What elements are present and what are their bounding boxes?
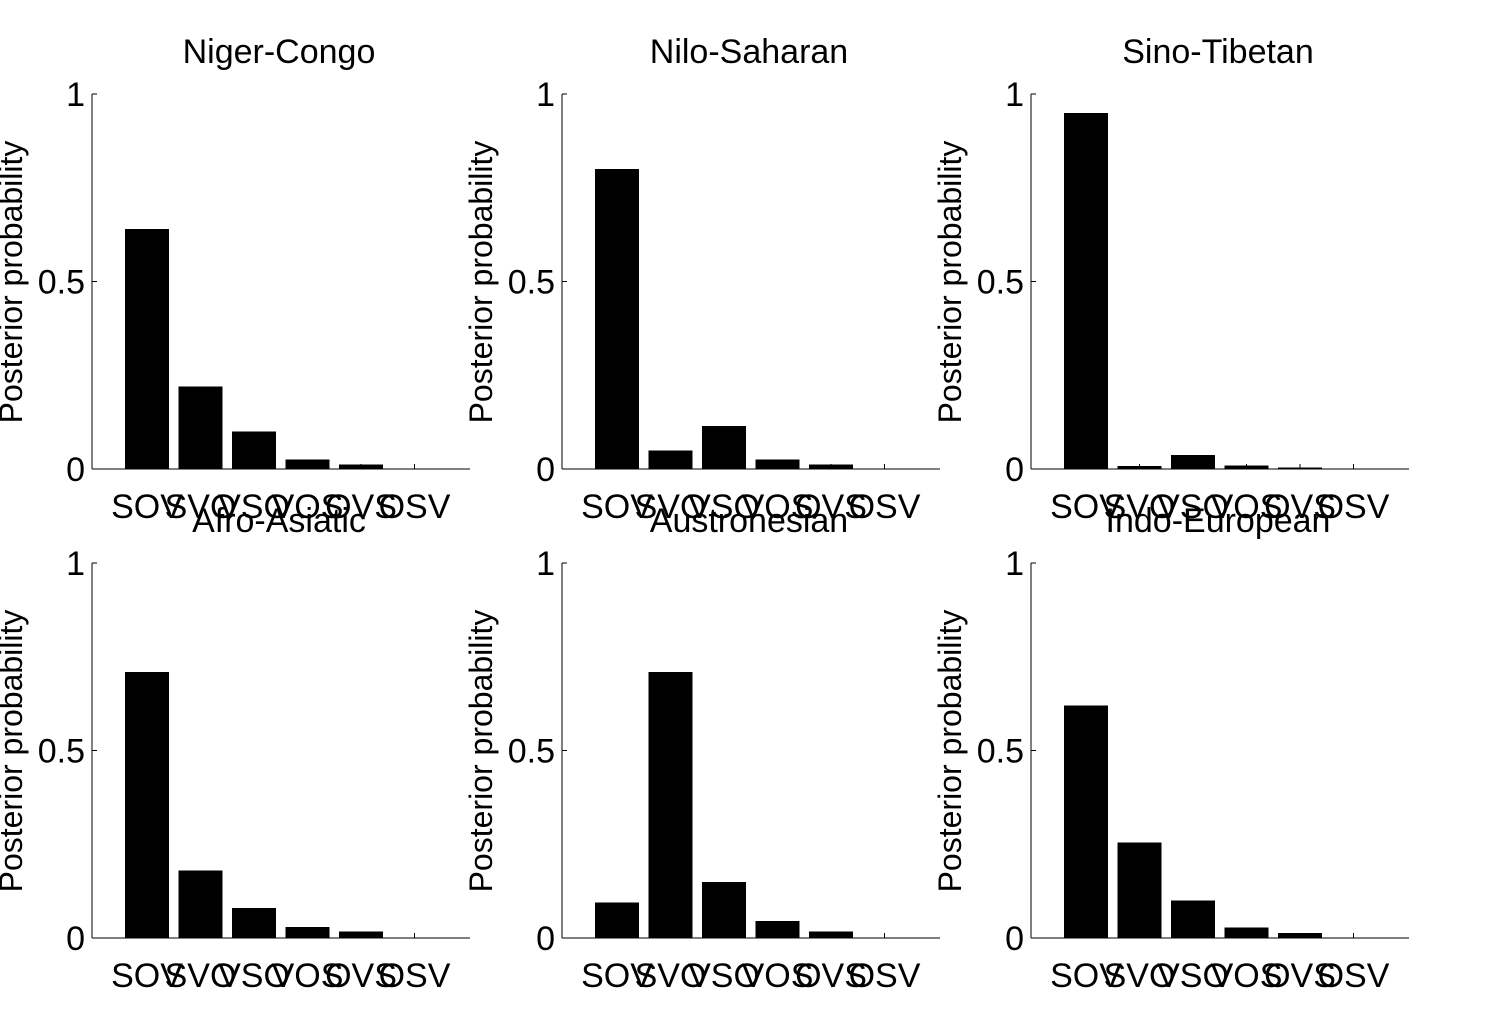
chart-title: Indo-European: [1106, 502, 1331, 540]
x-tick-label: VOS: [1211, 957, 1283, 995]
x-tick-label: SOV: [1050, 488, 1122, 526]
y-tick-label: 1: [536, 545, 555, 583]
bar-vso: [1171, 454, 1215, 469]
x-tick-label: VSO: [688, 957, 760, 995]
x-tick-label: SOV: [581, 488, 653, 526]
bar-sov: [1064, 112, 1108, 469]
x-tick-label: OSV: [1318, 488, 1390, 526]
x-tick-label: VSO: [218, 488, 290, 526]
x-tick-label: SVO: [165, 957, 237, 995]
chart-title: Austronesian: [650, 502, 848, 540]
bar-sov: [595, 902, 639, 938]
x-tick-label: OSV: [379, 957, 451, 995]
x-tick-label: SOV: [581, 957, 653, 995]
y-axis-label: Posterior probability: [463, 141, 499, 424]
chart-title: Afro-Asiatic: [192, 502, 366, 540]
y-tick-label: 0: [536, 451, 555, 489]
y-tick-label: 1: [66, 76, 85, 114]
x-tick-label: SVO: [1104, 957, 1176, 995]
bar-vos: [755, 921, 800, 938]
x-tick-label: VOS: [272, 488, 344, 526]
x-tick-label: VOS: [272, 957, 344, 995]
bar-svo: [1117, 842, 1162, 938]
x-tick-label: VSO: [1157, 488, 1229, 526]
y-tick-label: 0.5: [38, 264, 85, 302]
x-tick-label: OVS: [795, 488, 867, 526]
y-tick-label: 0: [1005, 920, 1024, 958]
x-tick-label: SOV: [1050, 957, 1122, 995]
x-tick-label: SVO: [165, 488, 237, 526]
bar-vso: [1171, 900, 1215, 938]
x-tick-label: SVO: [1104, 488, 1176, 526]
y-tick-label: 1: [1005, 76, 1024, 114]
bar-svo: [178, 870, 223, 938]
x-tick-label: SVO: [635, 488, 707, 526]
x-tick-label: OVS: [795, 957, 867, 995]
y-tick-label: 0: [536, 920, 555, 958]
x-tick-label: OSV: [379, 488, 451, 526]
y-tick-label: 0: [66, 451, 85, 489]
x-tick-label: OSV: [849, 488, 921, 526]
y-axis-label: Posterior probability: [0, 610, 29, 893]
x-tick-label: SVO: [635, 957, 707, 995]
bar-sov: [1064, 705, 1108, 938]
bar-vso: [702, 425, 746, 469]
chart-title: Niger-Congo: [183, 33, 376, 71]
x-tick-label: VOS: [742, 488, 814, 526]
y-tick-label: 1: [66, 545, 85, 583]
y-axis-label: Posterior probability: [0, 141, 29, 424]
x-tick-label: SOV: [111, 488, 183, 526]
chart-title: Sino-Tibetan: [1122, 33, 1314, 71]
bar-svo: [648, 450, 693, 469]
y-tick-label: 0.5: [508, 264, 555, 302]
y-axis-label: Posterior probability: [463, 610, 499, 893]
y-tick-label: 1: [536, 76, 555, 114]
x-tick-label: OVS: [1264, 488, 1336, 526]
x-tick-label: VSO: [1157, 957, 1229, 995]
y-tick-label: 0.5: [38, 733, 85, 771]
bar-vso: [702, 881, 746, 938]
bar-vos: [285, 926, 330, 938]
y-tick-label: 0.5: [977, 733, 1024, 771]
x-tick-label: VSO: [688, 488, 760, 526]
bar-vso: [232, 431, 276, 469]
bar-svo: [648, 671, 693, 938]
x-tick-label: OVS: [1264, 957, 1336, 995]
bar-sov: [125, 229, 169, 469]
bar-svo: [178, 386, 223, 469]
y-tick-label: 0.5: [508, 733, 555, 771]
x-tick-label: OSV: [849, 957, 921, 995]
y-tick-label: 0: [66, 920, 85, 958]
y-axis-label: Posterior probability: [932, 141, 968, 424]
bar-sov: [125, 671, 169, 938]
x-tick-label: OSV: [1318, 957, 1390, 995]
x-tick-label: OVS: [325, 488, 397, 526]
x-tick-label: VSO: [218, 957, 290, 995]
x-tick-label: VOS: [742, 957, 814, 995]
y-tick-label: 0.5: [977, 264, 1024, 302]
y-tick-label: 1: [1005, 545, 1024, 583]
x-tick-label: OVS: [325, 957, 397, 995]
bar-sov: [595, 169, 639, 469]
y-tick-label: 0: [1005, 451, 1024, 489]
chart-title: Nilo-Saharan: [650, 33, 848, 71]
x-tick-label: SOV: [111, 957, 183, 995]
y-axis-label: Posterior probability: [932, 610, 968, 893]
x-tick-label: VOS: [1211, 488, 1283, 526]
bar-vos: [1224, 927, 1269, 938]
